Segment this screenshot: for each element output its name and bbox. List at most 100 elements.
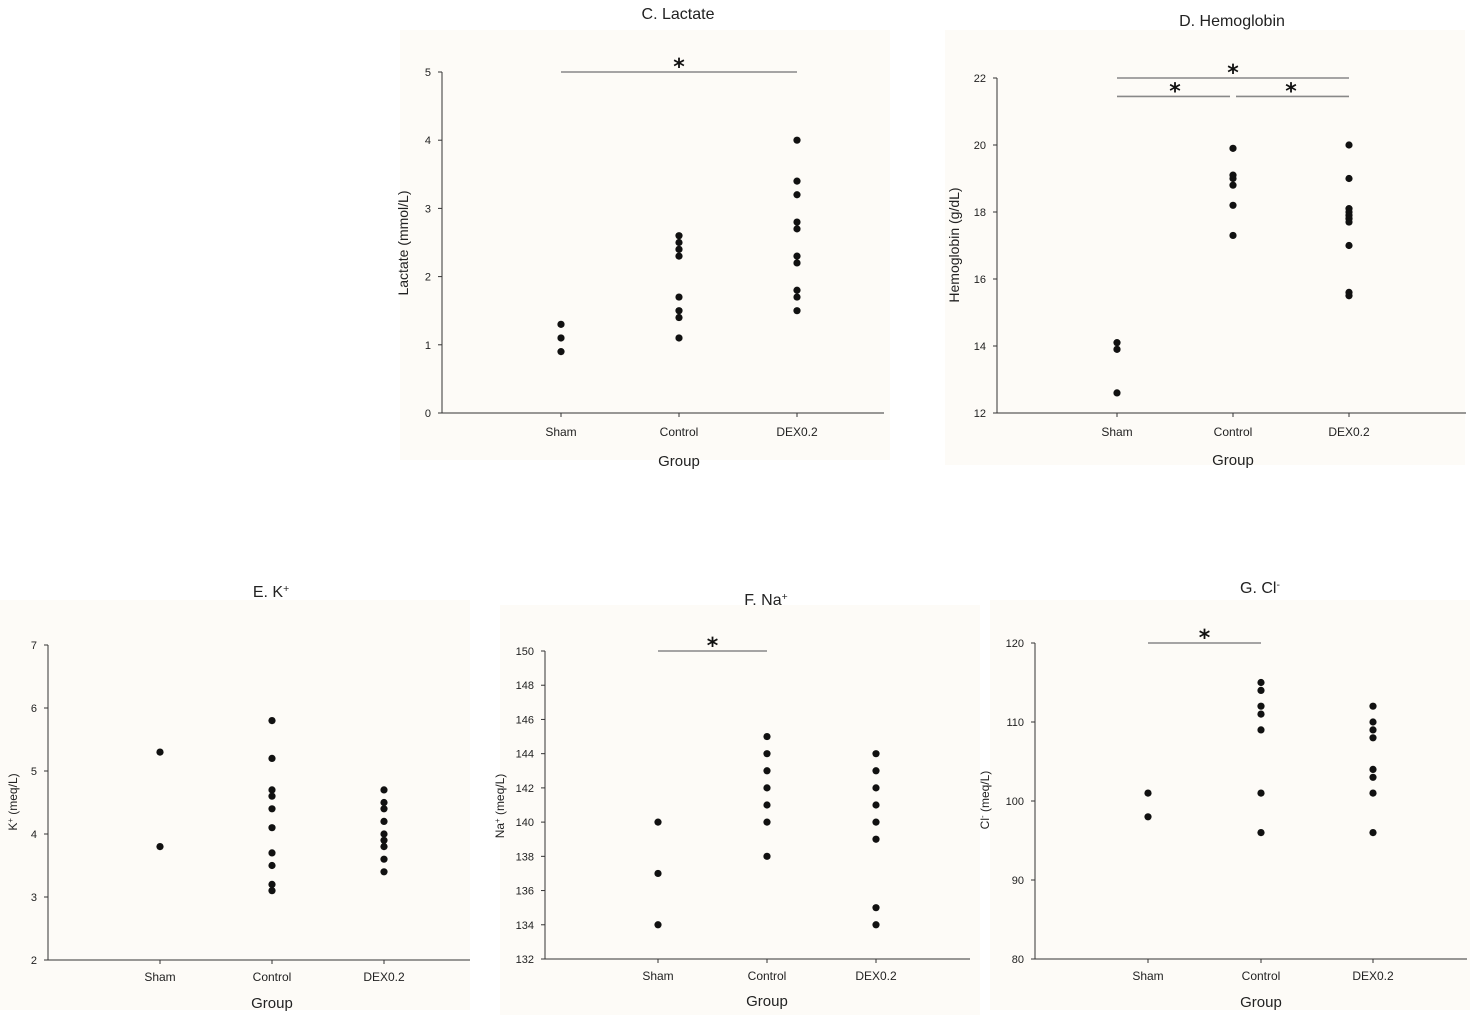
sodium-data-point (872, 818, 880, 826)
lactate-y-tick-label: 1 (425, 340, 431, 352)
potassium-y-tick-label: 5 (31, 766, 37, 778)
hemoglobin-panel: 12 14 16 18 20 22 Sham Control DEX0.2 D. Hemoglob… (945, 13, 1466, 469)
potassium-data-point (380, 855, 388, 863)
hemoglobin-data-point (1345, 174, 1353, 183)
potassium-data-point (268, 786, 276, 794)
lactate-chart-title: C. Lactate (642, 6, 715, 23)
hemoglobin-data-point (1229, 201, 1237, 209)
lactate-x-axis-title: Group (658, 453, 700, 470)
potassium-data-point (380, 843, 388, 851)
hemoglobin-y-tick-label: 12 (974, 408, 986, 420)
potassium-category-label: Sham (144, 970, 175, 984)
lactate-y-tick-label: 0 (425, 408, 431, 420)
lactate-data-point (793, 191, 801, 199)
lactate-y-tick-label: 5 (425, 67, 431, 79)
chloride-data-point (1257, 710, 1265, 718)
lactate-data-point (793, 218, 801, 226)
sodium-y-tick-label: 140 (516, 817, 534, 829)
chloride-data-point (1257, 686, 1265, 695)
hemoglobin-y-axis-title: Hemoglobin (g/dL) (946, 187, 962, 302)
chloride-data-point (1257, 702, 1265, 710)
potassium-panel: 2 3 4 5 6 7 Sham Control DEX0.2 E. K+ Group K+ (meq… (0, 584, 470, 1012)
hemoglobin-data-point (1345, 141, 1353, 149)
chloride-y-axis-title: Cl- (meq/L) (978, 771, 993, 830)
sodium-y-tick-label: 136 (516, 886, 534, 898)
sodium-data-point (763, 784, 771, 792)
lactate-category-label: Sham (545, 425, 576, 439)
potassium-data-point (268, 824, 276, 832)
potassium-data-point (156, 843, 164, 851)
potassium-data-point (380, 868, 388, 876)
lactate-category-label: Control (660, 425, 699, 439)
chloride-data-point (1369, 765, 1377, 774)
lactate-data-point (557, 334, 565, 342)
lactate-data-point (793, 307, 801, 315)
potassium-data-point (268, 887, 276, 895)
chloride-data-point (1369, 734, 1377, 742)
hemoglobin-significance-star: * (1169, 79, 1181, 104)
sodium-data-point (872, 784, 880, 792)
sodium-data-point (872, 801, 880, 809)
sodium-plot-background (500, 605, 980, 1015)
potassium-plot-background (0, 600, 470, 1010)
chloride-chart-title: G. Cl- (1240, 580, 1280, 598)
sodium-category-label: DEX0.2 (855, 969, 897, 983)
chloride-y-tick-label: 90 (1012, 875, 1024, 887)
potassium-data-point (268, 849, 276, 857)
lactate-data-point (793, 286, 801, 294)
sodium-y-tick-label: 132 (516, 954, 534, 966)
lactate-data-point (793, 293, 801, 301)
potassium-data-point (268, 717, 276, 725)
chloride-data-point (1257, 829, 1265, 837)
potassium-data-point (268, 792, 276, 800)
sodium-data-point (763, 818, 771, 826)
potassium-y-axis-title: K+ (meq/L) (6, 773, 21, 830)
hemoglobin-significance-star: * (1227, 61, 1239, 86)
chloride-data-point (1257, 678, 1265, 687)
chloride-data-point (1369, 702, 1377, 710)
hemoglobin-data-point (1113, 389, 1121, 397)
sodium-y-tick-label: 150 (516, 646, 534, 658)
lactate-data-point (793, 136, 801, 144)
chloride-data-point (1144, 789, 1152, 797)
lactate-y-tick-label: 4 (425, 135, 431, 147)
lactate-data-point (675, 252, 683, 260)
sodium-category-label: Sham (642, 969, 673, 983)
potassium-data-point (156, 748, 164, 756)
potassium-y-tick-label: 2 (31, 955, 37, 967)
hemoglobin-y-tick-label: 20 (974, 140, 986, 152)
sodium-y-tick-label: 142 (516, 783, 534, 795)
potassium-data-point (268, 880, 276, 889)
chloride-data-point (1369, 829, 1377, 837)
sodium-data-point (763, 801, 771, 809)
lactate-panel: 0 1 2 3 4 5 Sham Control DEX0.2 C. Lactate Group La… (395, 6, 890, 470)
lactate-plot-background (400, 30, 890, 460)
potassium-data-point (380, 817, 388, 826)
hemoglobin-category-label: Sham (1101, 425, 1132, 439)
sodium-chart-title: F. Na+ (744, 592, 787, 610)
chloride-y-tick-label: 110 (1006, 717, 1024, 729)
sodium-y-tick-label: 148 (516, 680, 534, 692)
sodium-y-tick-label: 146 (516, 714, 534, 726)
potassium-data-point (380, 836, 388, 844)
potassium-y-tick-label: 4 (31, 829, 37, 841)
hemoglobin-data-point (1229, 174, 1237, 183)
hemoglobin-category-label: Control (1214, 425, 1253, 439)
potassium-chart-title: E. K+ (253, 584, 289, 602)
sodium-data-point (654, 869, 662, 878)
sodium-panel: 132 134 136 138 140 142 144 146 148 150 Sham Contro… (493, 592, 980, 1015)
chloride-data-point (1369, 789, 1377, 797)
chloride-data-point (1144, 813, 1152, 821)
lactate-data-point (675, 238, 683, 247)
hemoglobin-y-tick-label: 22 (974, 73, 986, 85)
sodium-data-point (763, 767, 771, 775)
chloride-data-point (1257, 726, 1265, 734)
chloride-plot-background (990, 600, 1470, 1010)
potassium-data-point (268, 805, 276, 813)
lactate-category-label: DEX0.2 (776, 425, 818, 439)
hemoglobin-y-tick-label: 18 (974, 207, 986, 219)
hemoglobin-data-point (1113, 345, 1121, 353)
lactate-y-tick-label: 2 (425, 272, 431, 284)
chloride-y-tick-label: 120 (1006, 638, 1024, 650)
